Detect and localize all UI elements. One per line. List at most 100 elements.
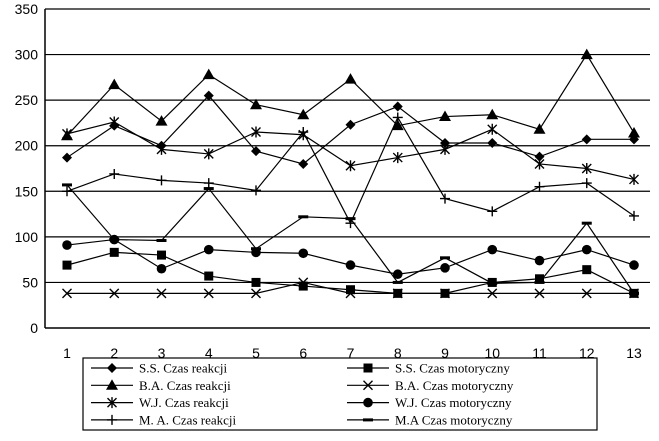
- data-point: [392, 288, 403, 299]
- data-point: [392, 152, 403, 164]
- data-point: [487, 206, 498, 217]
- x-tick-label: 11: [532, 345, 547, 361]
- data-point: [203, 244, 214, 255]
- legend-label: S.S. Czas motoryczny: [395, 361, 510, 376]
- data-point: [62, 152, 72, 163]
- data-point: [534, 151, 545, 162]
- data-point: [392, 280, 403, 284]
- x-tick-label: 2: [110, 345, 118, 361]
- legend-marker: [363, 363, 373, 373]
- data-point: [392, 269, 403, 280]
- legend-marker: [106, 379, 118, 390]
- data-point: [534, 181, 545, 192]
- data-point: [109, 168, 120, 179]
- data-point: [581, 134, 592, 145]
- data-point: [62, 288, 72, 299]
- data-point: [156, 143, 167, 155]
- x-tick-label: 9: [441, 345, 449, 361]
- data-point: [62, 186, 72, 197]
- legend-label: W.J. Czas reakcji: [139, 395, 229, 410]
- y-tick-label: 50: [22, 274, 38, 290]
- legend-label: W.J. Czas motoryczny: [395, 395, 512, 410]
- data-point: [440, 256, 450, 260]
- legend-marker: [107, 397, 117, 409]
- y-tick-label: 250: [15, 92, 39, 108]
- data-point: [155, 115, 168, 126]
- data-point: [203, 90, 214, 101]
- data-point: [439, 110, 451, 122]
- y-tick-label: 300: [15, 47, 39, 63]
- data-point: [581, 163, 592, 174]
- data-point: [345, 160, 356, 172]
- y-tick-label: 350: [15, 1, 39, 17]
- data-point: [581, 244, 592, 255]
- legend: S.S. Czas reakcji S.S. Czas motoryczny B.A…: [82, 357, 598, 431]
- data-point: [202, 68, 215, 80]
- data-point: [156, 175, 167, 186]
- x-tick-label: 10: [484, 345, 500, 361]
- x-tick-label: 4: [205, 345, 213, 361]
- series-8: [62, 183, 639, 295]
- data-point: [298, 281, 308, 291]
- data-point: [345, 217, 356, 221]
- data-point: [346, 285, 355, 295]
- data-point: [156, 239, 167, 243]
- legend-box: [82, 357, 598, 431]
- data-point: [392, 101, 403, 112]
- data-point: [251, 146, 261, 157]
- y-tick-labels: 0 50 100 150 200 250 300 350: [15, 1, 39, 336]
- data-point: [392, 112, 403, 123]
- data-point: [345, 260, 356, 270]
- legend-label: S.S. Czas reakcji: [139, 361, 227, 376]
- data-point: [344, 73, 357, 84]
- data-point: [440, 137, 450, 148]
- legend-label: B.A. Czas reakcji: [139, 378, 231, 393]
- data-point: [62, 260, 72, 270]
- x-tick-label: 7: [347, 345, 355, 361]
- data-point: [534, 255, 545, 266]
- data-point: [298, 215, 309, 219]
- data-point: [204, 271, 214, 281]
- data-point: [533, 123, 546, 134]
- data-point: [629, 260, 639, 270]
- data-point: [251, 126, 261, 138]
- data-point: [250, 98, 262, 110]
- legend-label: B.A. Czas motoryczny: [395, 378, 514, 393]
- x-tick-label: 1: [63, 345, 71, 361]
- data-point: [156, 263, 167, 274]
- data-point: [203, 148, 214, 160]
- legend-entry: S.S. Czas reakcji: [91, 361, 227, 376]
- legend-entry: W.J. Czas reakcji: [91, 395, 229, 410]
- data-point: [629, 210, 639, 221]
- data-point: [581, 221, 592, 225]
- legend-entry: M. A. Czas reakcji: [91, 412, 237, 427]
- legend-marker: [107, 414, 117, 425]
- data-point: [534, 280, 545, 284]
- data-point: [629, 173, 639, 185]
- legend-entry: W.J. Czas motoryczny: [347, 395, 512, 410]
- x-tick-label: 5: [252, 345, 260, 361]
- data-point: [487, 137, 498, 148]
- data-point: [487, 244, 498, 255]
- data-point: [581, 288, 592, 299]
- y-tick-label: 200: [15, 138, 39, 154]
- data-point: [251, 185, 261, 196]
- data-point: [487, 281, 498, 285]
- data-point: [486, 108, 499, 120]
- series-line: [66, 94, 634, 165]
- data-point: [108, 78, 121, 90]
- data-point: [156, 288, 167, 299]
- data-point: [297, 108, 310, 120]
- legend-label: M. A. Czas reakcji: [139, 412, 237, 427]
- data-point: [62, 240, 72, 250]
- data-point: [298, 277, 309, 288]
- legend-entry: S.S. Czas motoryczny: [347, 361, 510, 376]
- data-point: [487, 288, 498, 299]
- grid-lines: [45, 8, 650, 284]
- x-tick-labels: 1 2 3 4 5 6 7 8 9 10 11 12 13: [63, 345, 642, 361]
- data-point: [251, 277, 261, 287]
- data-point: [628, 126, 640, 138]
- legend-marker: [363, 380, 373, 391]
- data-point: [298, 127, 309, 138]
